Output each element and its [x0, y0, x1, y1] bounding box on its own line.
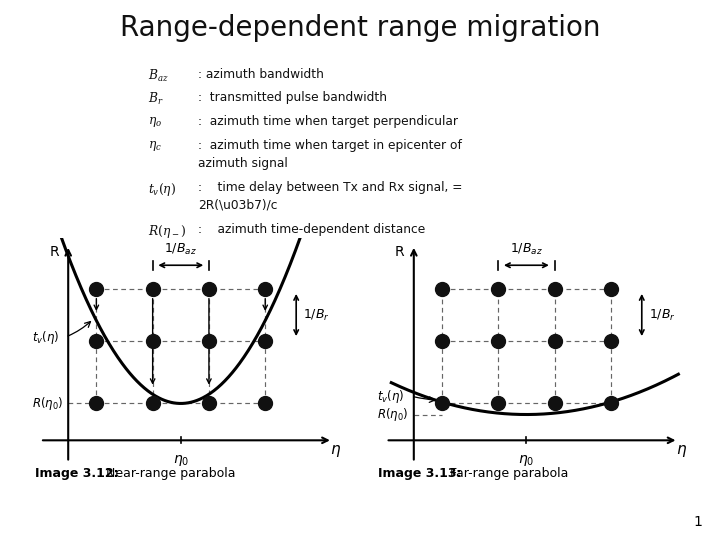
Text: :  azimuth time when target in epicenter of: : azimuth time when target in epicenter …	[198, 139, 462, 152]
Point	[492, 285, 504, 294]
Text: :  azimuth time when target perpendicular: : azimuth time when target perpendicular	[198, 115, 458, 128]
Point	[203, 399, 215, 408]
Text: $1/B_{az}$: $1/B_{az}$	[164, 242, 197, 257]
Text: $t_v(\eta)$: $t_v(\eta)$	[32, 329, 59, 346]
Text: $\eta$: $\eta$	[330, 443, 341, 460]
Point	[605, 285, 616, 294]
Text: 1: 1	[693, 515, 702, 529]
Point	[492, 336, 504, 345]
Text: $1/B_r$: $1/B_r$	[649, 307, 675, 322]
Point	[605, 399, 616, 408]
Text: $\eta_c$: $\eta_c$	[148, 139, 161, 153]
Text: $R(\eta_0)$: $R(\eta_0)$	[377, 406, 409, 423]
Text: :    azimuth time-dependent distance: : azimuth time-dependent distance	[198, 222, 426, 235]
Text: R: R	[49, 245, 59, 259]
Point	[203, 336, 215, 345]
Text: :    time delay between Tx and Rx signal, =: : time delay between Tx and Rx signal, =	[198, 181, 462, 194]
Point	[203, 285, 215, 294]
Text: $1/B_{az}$: $1/B_{az}$	[510, 242, 543, 257]
Text: Range-dependent range migration: Range-dependent range migration	[120, 14, 600, 42]
Text: Far-range parabola: Far-range parabola	[446, 467, 569, 480]
Text: $\eta_0$: $\eta_0$	[173, 453, 189, 468]
Point	[436, 336, 448, 345]
Text: azimuth signal: azimuth signal	[198, 157, 288, 170]
Point	[492, 399, 504, 408]
Point	[91, 285, 102, 294]
Point	[549, 399, 560, 408]
Text: Near-range parabola: Near-range parabola	[102, 467, 235, 480]
Text: : azimuth bandwidth: : azimuth bandwidth	[198, 68, 324, 80]
Point	[549, 336, 560, 345]
Point	[549, 285, 560, 294]
Point	[91, 399, 102, 408]
Text: $t_v(\eta)$: $t_v(\eta)$	[148, 181, 176, 198]
Point	[259, 285, 271, 294]
Text: $1/B_r$: $1/B_r$	[303, 307, 330, 322]
Text: 2R(\u03b7)/c: 2R(\u03b7)/c	[198, 199, 277, 212]
Point	[259, 336, 271, 345]
Text: $\eta$: $\eta$	[675, 443, 687, 460]
Point	[259, 399, 271, 408]
Point	[436, 399, 448, 408]
Text: $B_{az}$: $B_{az}$	[148, 68, 168, 84]
Text: $R(\eta_-)$: $R(\eta_-)$	[148, 222, 186, 240]
Text: $t_v(\eta)$: $t_v(\eta)$	[377, 388, 405, 404]
Point	[147, 285, 158, 294]
Text: $\eta_o$: $\eta_o$	[148, 115, 162, 129]
Point	[147, 336, 158, 345]
Point	[436, 285, 448, 294]
Text: R: R	[395, 245, 405, 259]
Text: Image 3.13:: Image 3.13:	[378, 467, 462, 480]
Point	[605, 336, 616, 345]
Point	[147, 399, 158, 408]
Point	[91, 336, 102, 345]
Text: :  transmitted pulse bandwidth: : transmitted pulse bandwidth	[198, 91, 387, 104]
Text: Image 3.12:: Image 3.12:	[35, 467, 118, 480]
Text: $\eta_0$: $\eta_0$	[518, 453, 534, 468]
Text: $R(\eta_0)$: $R(\eta_0)$	[32, 395, 63, 412]
Text: $B_r$: $B_r$	[148, 91, 163, 107]
